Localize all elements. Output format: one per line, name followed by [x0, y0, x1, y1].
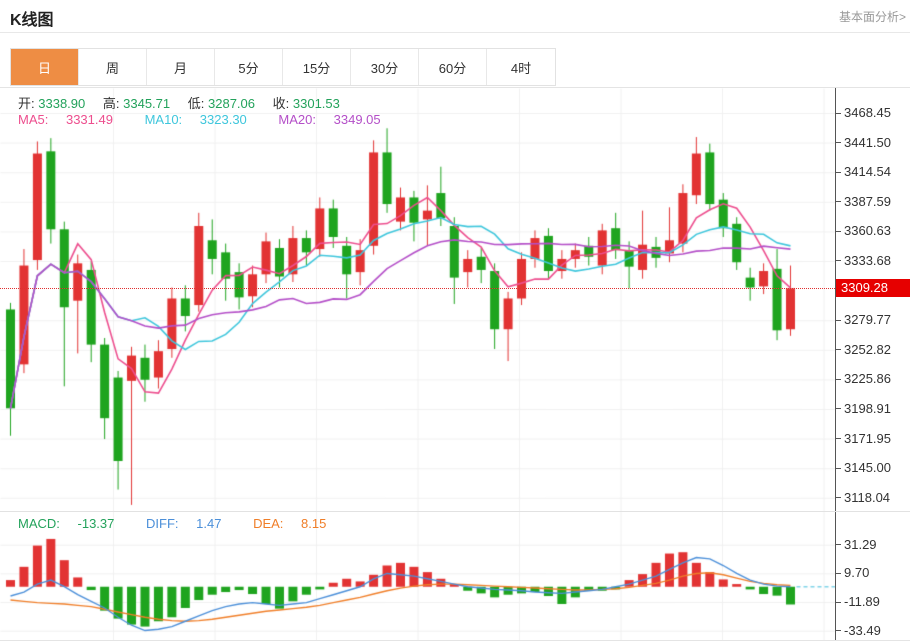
price-tick-dash	[836, 230, 841, 232]
tab-5min[interactable]: 5分	[215, 49, 283, 85]
macd-readout: MACD: -13.37 DIFF: 1.47 DEA: 8.15	[18, 516, 354, 531]
title-divider	[0, 32, 910, 33]
bottom-border	[0, 640, 910, 641]
quote-low-label: 低:	[187, 96, 205, 111]
quote-close-value: 3301.53	[292, 96, 340, 111]
macd-tick-label: -33.49	[844, 622, 881, 638]
tabbar-divider	[0, 87, 910, 88]
fundamental-analysis-link[interactable]: 基本面分析>	[838, 10, 906, 24]
macd-tick-dash	[836, 544, 841, 546]
quote-readout: 开: 3338.90 高: 3345.71 低: 3287.06 收: 3301…	[18, 93, 354, 112]
panel-divider	[0, 511, 910, 512]
price-tick-label: 3225.86	[844, 371, 891, 387]
price-tick-dash	[836, 408, 841, 410]
ma10-readout: MA10: 3323.30	[144, 112, 247, 127]
macd-value-readout: MACD: -13.37	[18, 516, 115, 531]
price-tick-label: 3145.00	[844, 460, 891, 476]
quote-high-value: 3345.71	[123, 96, 171, 111]
price-tick-dash	[836, 319, 841, 321]
price-tick-label: 3279.77	[844, 312, 891, 328]
price-tick-label: 3198.91	[844, 400, 891, 416]
page-title: K线图	[10, 12, 54, 29]
price-tick-label: 3387.59	[844, 193, 891, 209]
price-tick-dash	[836, 378, 841, 380]
macd-tick-dash	[836, 572, 841, 574]
price-tick-dash	[836, 142, 841, 144]
period-tab-bar: 日周月 5分 15分 30分 60分 4时	[10, 48, 556, 86]
quote-high-label: 高:	[102, 96, 120, 111]
diff-value-readout: DIFF: 1.47	[146, 516, 222, 531]
ma5-readout: MA5: 3331.49	[18, 112, 113, 127]
price-tick-dash	[836, 349, 841, 351]
ma-readout: MA5: 3331.49 MA10: 3323.30 MA20: 3349.05	[18, 112, 409, 127]
price-tick-label: 3414.54	[844, 164, 891, 180]
price-tick-label: 3360.63	[844, 223, 891, 239]
price-tick-dash	[836, 112, 841, 114]
price-tick-label: 3333.68	[844, 252, 891, 268]
quote-low-value: 3287.06	[208, 96, 255, 111]
macd-tick-dash	[836, 601, 841, 603]
quote-open-value: 3338.90	[38, 96, 86, 111]
price-tick-dash	[836, 171, 841, 173]
price-tick-dash	[836, 260, 841, 262]
quote-open-label: 开:	[18, 96, 35, 111]
macd-tick-label: -11.89	[844, 594, 880, 610]
current-price-label: 3309.28	[836, 278, 910, 297]
tab-day[interactable]: 日	[11, 49, 79, 85]
price-tick-dash	[836, 438, 841, 440]
tab-15min[interactable]: 15分	[283, 49, 351, 85]
macd-tick-label: 31.29	[844, 536, 877, 552]
tab-week[interactable]: 周	[79, 49, 147, 85]
quote-close-label: 收:	[272, 96, 290, 111]
kline-chart-canvas[interactable]	[0, 88, 836, 511]
macd-chart-canvas[interactable]	[0, 511, 836, 641]
macd-tick-label: 9.70	[844, 565, 870, 581]
price-tick-label: 3441.50	[844, 134, 891, 150]
price-tick-label: 3118.04	[844, 489, 891, 505]
y-axis-line	[835, 88, 836, 641]
price-tick-label: 3171.95	[844, 430, 891, 446]
price-tick-label: 3468.45	[844, 105, 891, 120]
tab-month[interactable]: 月	[147, 49, 215, 85]
tab-4hour[interactable]: 4时	[487, 49, 555, 85]
ma20-readout: MA20: 3349.05	[278, 112, 381, 127]
dea-value-readout: DEA: 8.15	[253, 516, 327, 531]
tab-60min[interactable]: 60分	[419, 49, 487, 85]
price-tick-label: 3252.82	[844, 341, 891, 357]
price-tick-dash	[836, 467, 841, 469]
price-tick-dash	[836, 201, 841, 203]
macd-tick-dash	[836, 630, 841, 632]
current-price-line	[0, 287, 835, 289]
tab-30min[interactable]: 30分	[351, 49, 419, 85]
price-tick-dash	[836, 497, 841, 499]
